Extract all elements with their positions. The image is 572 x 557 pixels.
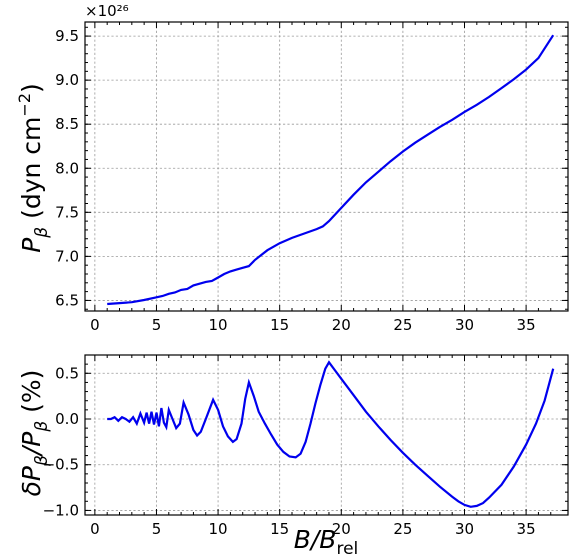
- x-tick-label: 30: [455, 520, 474, 538]
- top-panel: 0 5 10 15 20 25 30 35 6.5 7.0 7.5 8.0 8.5 9.0 9.5 ×10²…: [15, 2, 569, 334]
- top-y-exponent: ×10²⁶: [85, 2, 129, 20]
- bottom-series-line: [107, 360, 555, 508]
- x-tick-label: 10: [209, 520, 228, 538]
- x-tick-label: 20: [332, 316, 351, 334]
- y-tick-label: 8.5: [55, 115, 79, 133]
- top-series-line: [107, 34, 555, 306]
- x-tick-label: 15: [270, 520, 289, 538]
- x-tick-label: 35: [517, 316, 536, 334]
- top-tick-labels: 0 5 10 15 20 25 30 35 6.5 7.0 7.5 8.0 8.5 9.0 9.5: [55, 27, 536, 334]
- bottom-frame: [84, 354, 569, 516]
- x-tick-label: 5: [152, 520, 162, 538]
- x-tick-label: 10: [209, 316, 228, 334]
- y-tick-label: 0.5: [55, 364, 79, 382]
- x-tick-label: 0: [90, 520, 100, 538]
- y-tick-label: −1.0: [43, 501, 79, 519]
- y-tick-label: 0.0: [55, 410, 79, 428]
- bottom-panel: 0 5 10 15 20 25 30 350.50.0−0.5−1.0 δPβ/Pβ (%) …: [17, 354, 569, 557]
- y-tick-label: 7.5: [55, 203, 79, 221]
- top-ticks: [85, 22, 568, 311]
- y-tick-label: 9.5: [55, 27, 79, 45]
- x-tick-label: 30: [455, 316, 474, 334]
- y-tick-label: 7.0: [55, 247, 79, 265]
- x-tick-label: 25: [393, 316, 412, 334]
- y-tick-label: 6.5: [55, 291, 79, 309]
- top-grid: [85, 22, 568, 311]
- top-y-axis-label: Pβ (dyn cm−2): [15, 83, 52, 253]
- top-frame: [84, 21, 569, 312]
- bottom-y-axis-label: δPβ/Pβ (%): [17, 370, 52, 497]
- x-axis-label: B/Brel: [294, 525, 359, 557]
- x-tick-label: 20: [332, 520, 351, 538]
- bottom-tick-labels: 0 5 10 15 20 25 30 35 0.5 0.0 −0.5 −1.0: [43, 364, 536, 538]
- x-tick-label: 25: [393, 520, 412, 538]
- y-tick-label: 9.0: [55, 71, 79, 89]
- y-tick-label: 8.0: [55, 159, 79, 177]
- x-tick-label: 35: [517, 520, 536, 538]
- x-tick-label: 5: [152, 316, 162, 334]
- x-tick-label: 15: [270, 316, 289, 334]
- y-tick-label: −0.5: [43, 456, 79, 474]
- bottom-grid: [85, 355, 568, 515]
- x-tick-label: 0: [90, 316, 100, 334]
